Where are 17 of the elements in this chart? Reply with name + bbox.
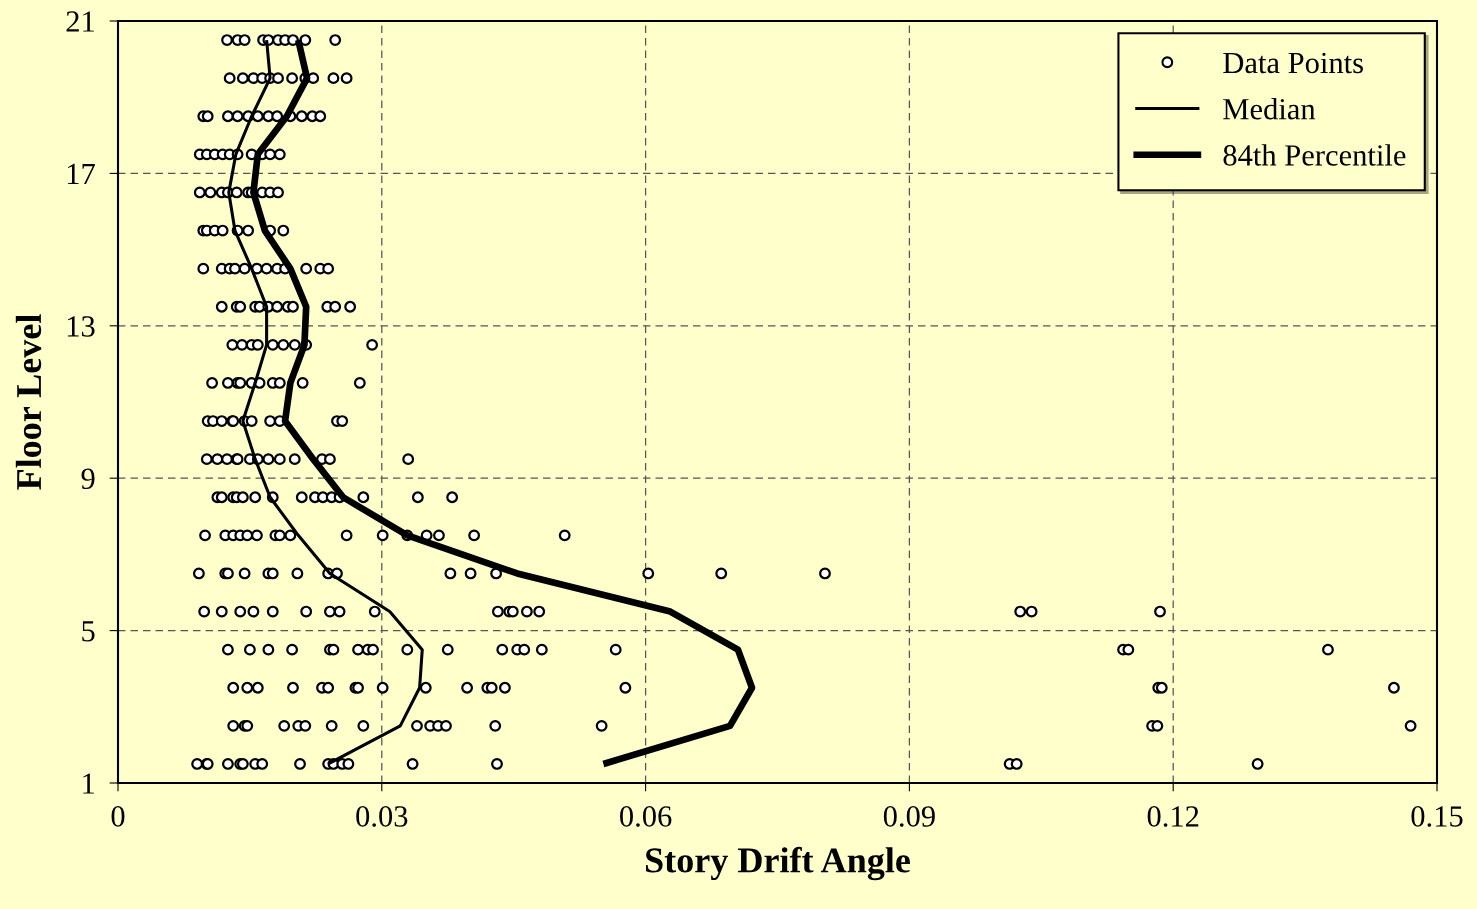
x-tick-label: 0.15 — [1411, 806, 1463, 827]
y-tick-label: 13 — [67, 316, 95, 337]
y-axis-title: Floor Level — [15, 314, 42, 490]
y-tick-label: 21 — [66, 11, 94, 32]
x-tick-label: 0.03 — [356, 806, 408, 827]
x-tick-label: 0 — [111, 806, 125, 827]
x-tick-label: 0.09 — [883, 806, 935, 827]
legend-label: Data Points — [1223, 52, 1363, 74]
y-tick-label: 1 — [83, 773, 94, 794]
x-tick-label: 0.06 — [620, 806, 672, 827]
y-tick-label: 5 — [82, 621, 95, 642]
y-tick-label: 9 — [81, 468, 95, 490]
x-axis-title: Story Drift Angle — [646, 846, 910, 881]
legend-label: 84th Percentile — [1223, 144, 1406, 166]
y-tick-label: 17 — [67, 163, 95, 184]
legend-label: Median — [1223, 97, 1316, 120]
x-tick-label: 0.12 — [1147, 806, 1199, 827]
